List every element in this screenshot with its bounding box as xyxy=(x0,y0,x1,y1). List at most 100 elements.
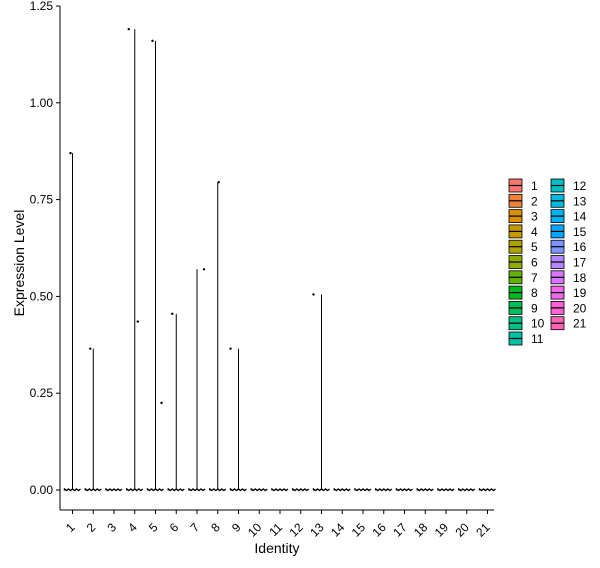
x-tick-label: 7 xyxy=(187,520,202,535)
violin-base xyxy=(375,487,393,492)
legend-entry-9: 9 xyxy=(508,300,538,315)
x-tick-label: 14 xyxy=(328,520,348,540)
y-tick-label: 0.75 xyxy=(30,193,54,207)
x-tick-label: 4 xyxy=(125,520,140,535)
legend-label: 15 xyxy=(573,225,587,239)
violin-3 xyxy=(105,487,123,492)
legend-entry-20: 20 xyxy=(550,300,587,315)
legend-entry-19: 19 xyxy=(550,285,587,300)
legend-entry-16: 16 xyxy=(550,239,587,254)
x-tick-label: 3 xyxy=(104,520,119,535)
legend-label: 21 xyxy=(573,317,587,331)
x-tick-label: 19 xyxy=(432,520,452,540)
legend-entry-18: 18 xyxy=(550,270,587,285)
violin-12 xyxy=(292,487,310,492)
x-tick-label: 15 xyxy=(349,520,369,540)
legend-label: 2 xyxy=(531,194,538,208)
violin-4 xyxy=(126,29,144,492)
legend-entry-6: 6 xyxy=(508,255,538,270)
data-point xyxy=(136,320,139,323)
x-tick-label: 5 xyxy=(146,520,161,535)
legend-entry-4: 4 xyxy=(508,224,538,239)
violin-base xyxy=(395,487,413,492)
x-tick-label: 20 xyxy=(453,520,473,540)
violin-base xyxy=(458,487,476,492)
data-point xyxy=(171,312,174,316)
x-tick-label: 6 xyxy=(167,520,182,535)
violin-base xyxy=(146,487,164,492)
violin-base xyxy=(271,487,289,492)
legend-label: 11 xyxy=(531,332,544,346)
data-point xyxy=(151,39,154,43)
x-tick-label: 13 xyxy=(307,520,327,540)
legend-label: 9 xyxy=(531,301,538,315)
y-tick-label: 1.00 xyxy=(30,96,54,110)
legend-label: 1 xyxy=(531,179,538,193)
data-point xyxy=(69,151,72,155)
legend-entry-11: 11 xyxy=(508,331,544,346)
y-tick-label: 1.25 xyxy=(30,0,54,13)
legend-label: 6 xyxy=(531,256,538,270)
violin-marks xyxy=(63,28,496,492)
x-tick-label: 16 xyxy=(370,520,390,540)
violin-18 xyxy=(416,487,434,492)
legend-label: 3 xyxy=(531,210,538,224)
violin-16 xyxy=(375,487,393,492)
legend-entry-17: 17 xyxy=(550,255,587,270)
legend-entry-14: 14 xyxy=(550,209,587,224)
legend-label: 14 xyxy=(573,210,587,224)
legend-label: 7 xyxy=(531,271,538,285)
x-tick-label: 21 xyxy=(473,520,493,540)
violin-19 xyxy=(437,487,455,492)
violin-base xyxy=(312,487,330,492)
violin-14 xyxy=(333,487,351,492)
legend-label: 10 xyxy=(531,317,545,331)
violin-1 xyxy=(63,153,81,492)
data-point xyxy=(217,180,220,184)
violin-20 xyxy=(458,487,476,492)
violin-base xyxy=(126,487,144,492)
axes xyxy=(59,6,494,511)
violin-11 xyxy=(271,487,289,492)
legend-entry-13: 13 xyxy=(550,193,587,208)
legend-entry-2: 2 xyxy=(508,193,538,208)
legend-label: 12 xyxy=(573,179,587,193)
legend-entry-5: 5 xyxy=(508,239,538,254)
data-point xyxy=(127,28,130,31)
violin-2 xyxy=(84,348,102,492)
legend-entry-10: 10 xyxy=(508,316,545,331)
x-tick-label: 1 xyxy=(63,520,78,535)
x-ticks: 1 2 3 4 5 6 7 8 9 10 11 12 13 14 15 16 17 18 19 20 21 xyxy=(63,510,493,540)
violin-base xyxy=(105,487,123,492)
violin-base xyxy=(437,487,455,492)
legend-entry-12: 12 xyxy=(550,178,587,193)
legend-label: 20 xyxy=(573,301,587,315)
legend-entry-15: 15 xyxy=(550,224,587,239)
data-point xyxy=(89,347,92,350)
violin-base xyxy=(478,487,496,492)
violin-base xyxy=(354,487,372,492)
data-point xyxy=(202,268,206,271)
violin-base xyxy=(292,487,310,492)
violin-base xyxy=(416,487,434,492)
x-tick-label: 2 xyxy=(84,520,99,535)
data-point xyxy=(229,347,232,350)
data-point xyxy=(312,293,315,296)
violin-base xyxy=(188,487,206,492)
data-point xyxy=(160,401,163,405)
violin-base xyxy=(209,487,227,492)
violin-5 xyxy=(146,40,164,492)
legend-entry-8: 8 xyxy=(508,285,538,300)
x-tick-label: 17 xyxy=(390,520,410,540)
violin-base xyxy=(229,487,247,492)
legend-label: 19 xyxy=(573,286,587,300)
x-tick-label: 10 xyxy=(245,520,265,540)
violin-6 xyxy=(167,313,185,492)
violin-base xyxy=(333,487,351,492)
y-tick-label: 0.50 xyxy=(30,289,54,303)
legend-label: 4 xyxy=(531,225,538,239)
violin-15 xyxy=(354,487,372,492)
x-axis-title: Identity xyxy=(254,540,299,556)
legend-entry-21: 21 xyxy=(550,316,587,331)
